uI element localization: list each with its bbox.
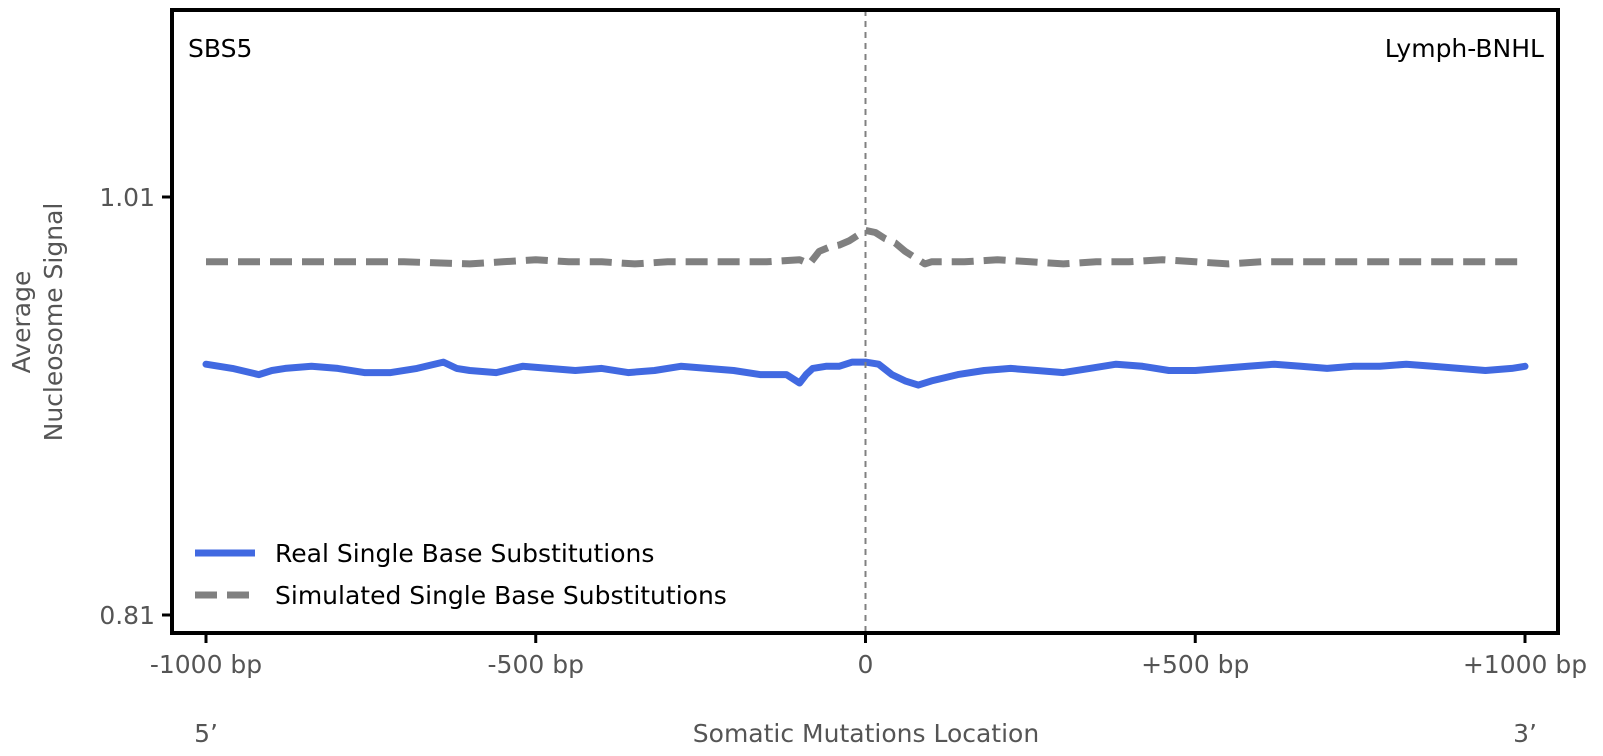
- y-tick-label: 0.81: [99, 601, 155, 630]
- ticks-layer: -1000 bp -500 bp 0 +500 bp +1000 bp 1.01 0.81: [99, 183, 1587, 679]
- y-axis-title: Average Nucleosome Signal: [7, 203, 68, 442]
- series-line-simulated: [206, 226, 1525, 268]
- five-prime-label: 5’: [194, 719, 218, 748]
- y-tick-label: 1.01: [99, 183, 155, 212]
- cancer-type-label: Lymph-BNHL: [1385, 34, 1544, 63]
- series-layer: [202, 226, 1529, 389]
- legend-label-real: Real Single Base Substitutions: [275, 539, 654, 568]
- three-prime-label: 3’: [1513, 719, 1537, 748]
- x-tick-label: -500 bp: [488, 650, 584, 679]
- series-line-real: [202, 358, 1529, 389]
- legend-label-simulated: Simulated Single Base Substitutions: [275, 581, 727, 610]
- x-axis-title: Somatic Mutations Location: [693, 719, 1039, 748]
- x-tick-label: +1000 bp: [1463, 650, 1587, 679]
- x-tick-label: -1000 bp: [150, 650, 262, 679]
- x-tick-label: +500 bp: [1141, 650, 1249, 679]
- x-tick-label: 0: [858, 650, 874, 679]
- y-axis-title-line-1: Average: [7, 271, 36, 374]
- legend: Real Single Base Substitutions Simulated…: [195, 539, 727, 610]
- signature-label: SBS5: [188, 34, 252, 63]
- y-axis-title-line-2: Nucleosome Signal: [39, 203, 68, 442]
